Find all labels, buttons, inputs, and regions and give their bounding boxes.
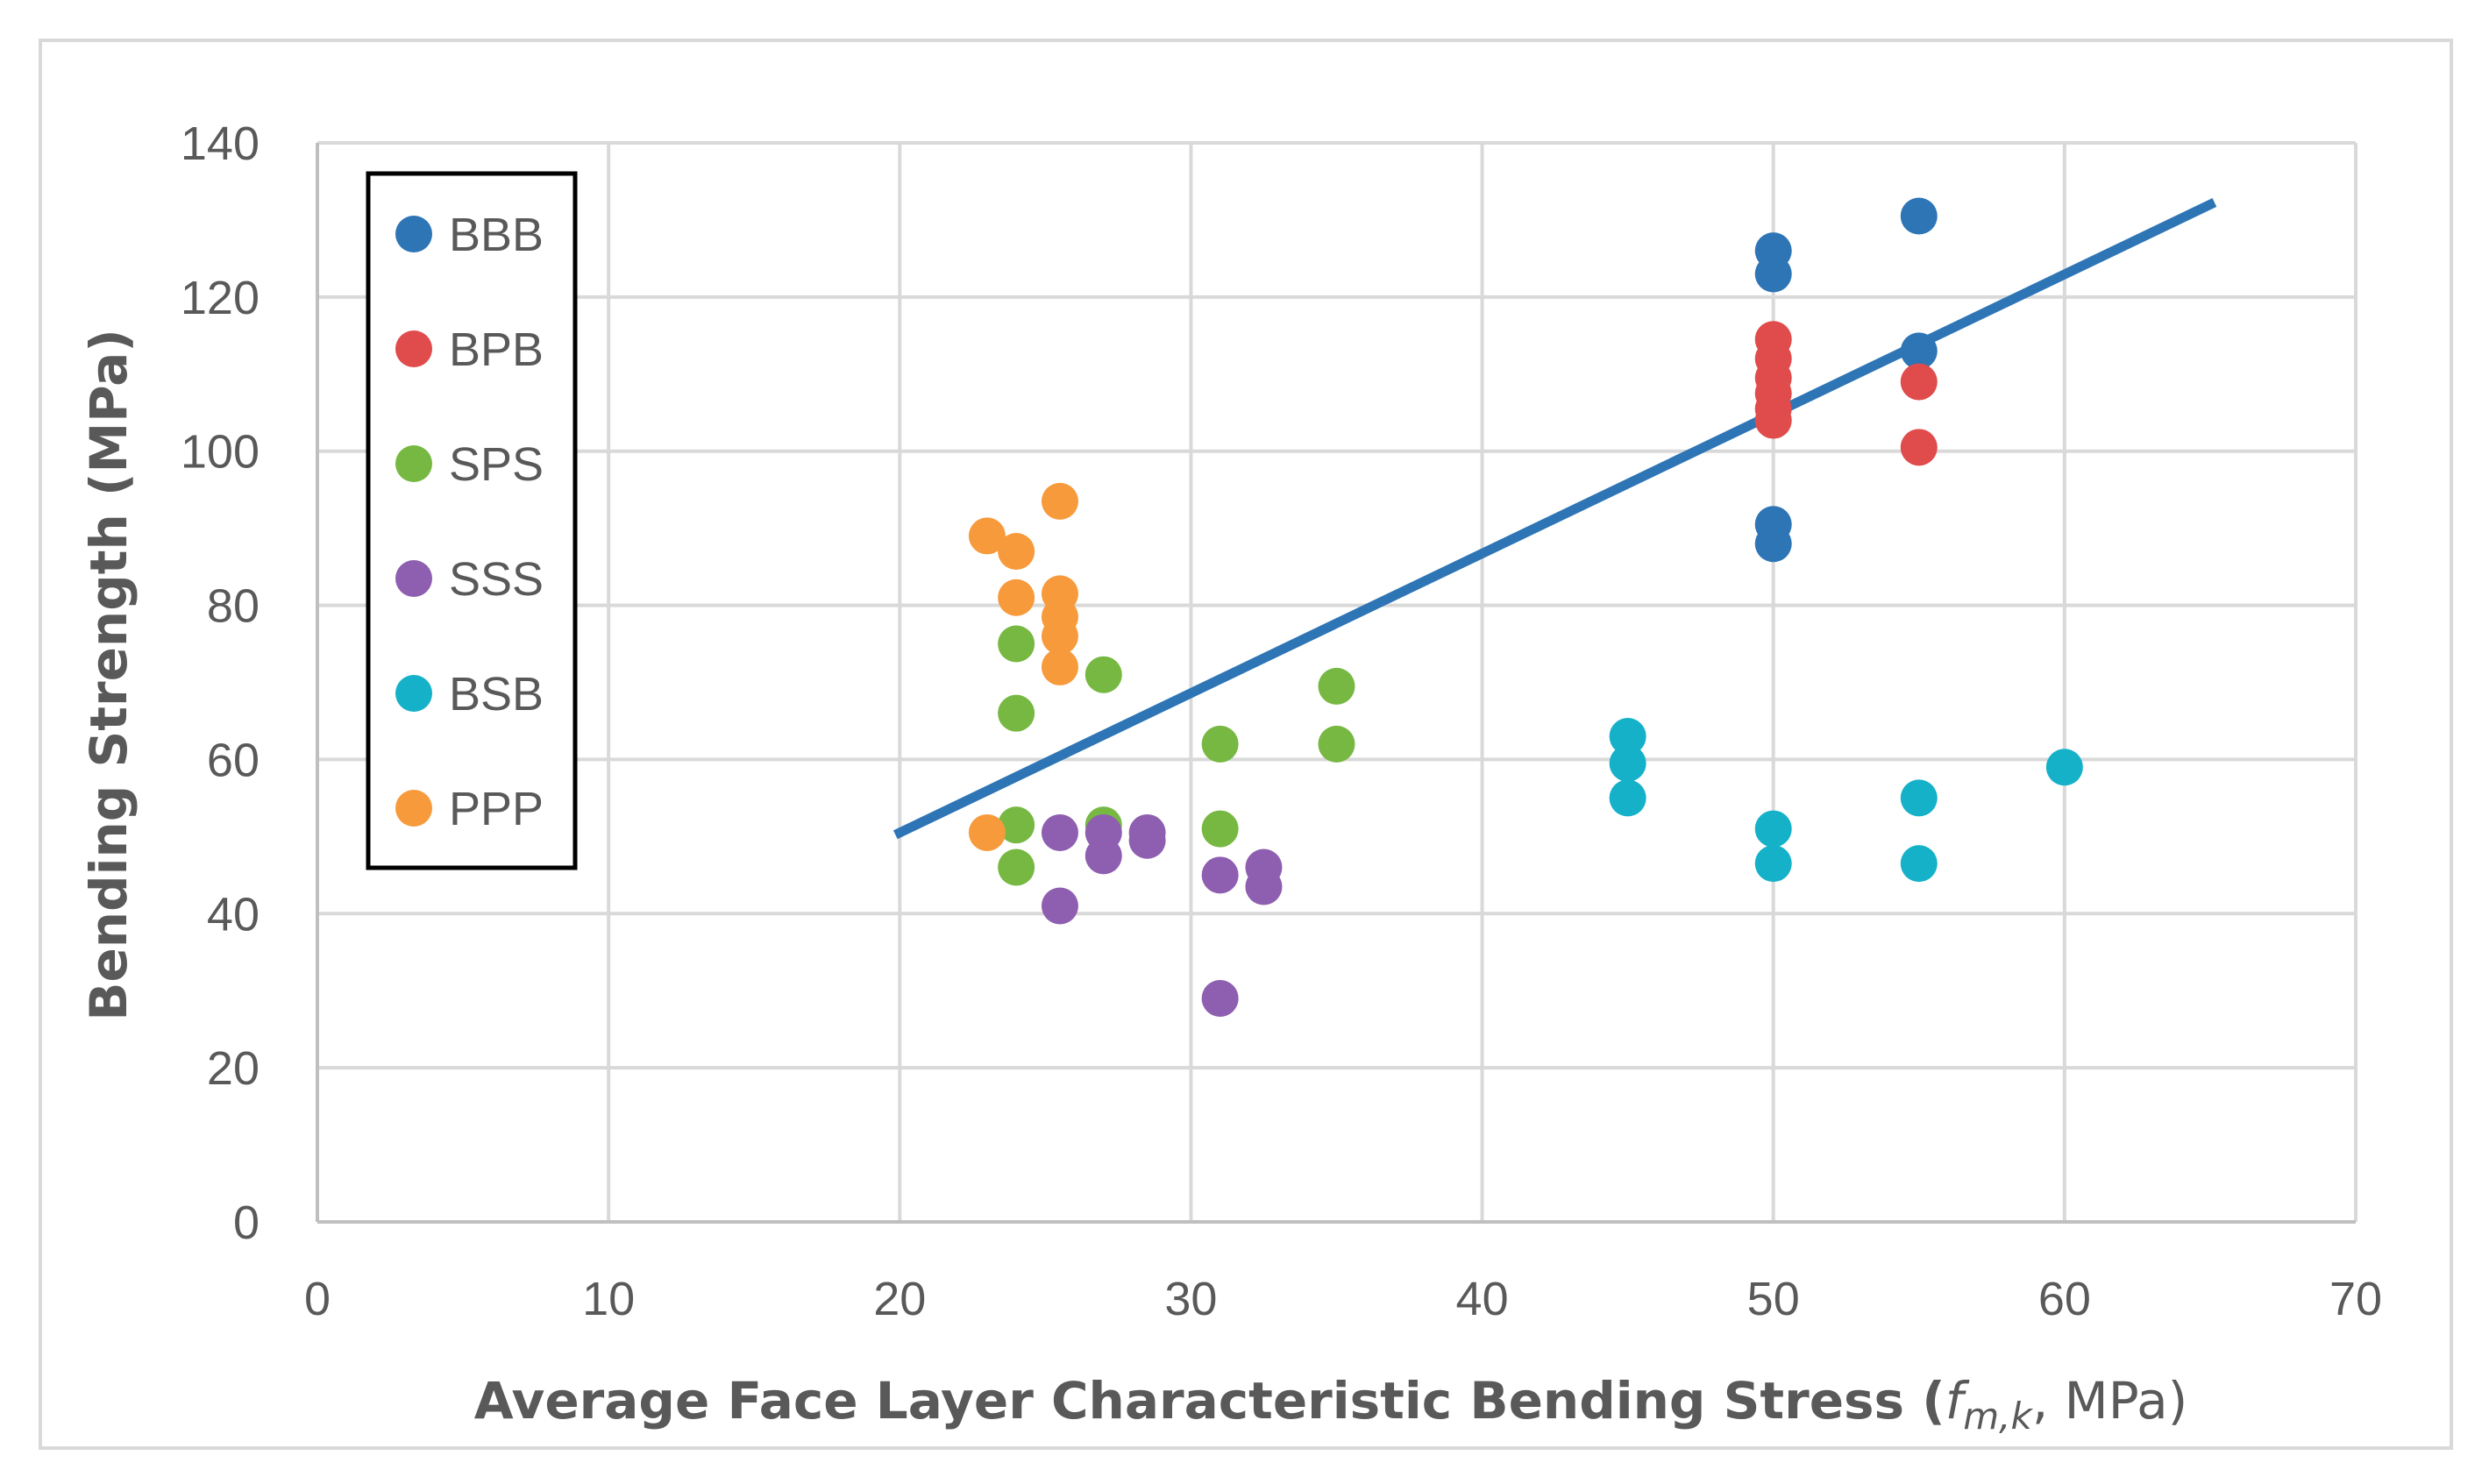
data-point-ppp bbox=[968, 813, 1006, 851]
legend-label-bsb: BSB bbox=[449, 668, 544, 721]
legend-marker-bsb bbox=[395, 675, 432, 712]
x-axis-title-main: Average Face Layer Characteristic Bendin… bbox=[474, 1371, 1945, 1431]
series-bsb bbox=[1609, 718, 2083, 883]
legend-label-sss: SSS bbox=[449, 553, 544, 606]
data-point-ppp bbox=[1041, 617, 1078, 655]
y-tick-label: 140 bbox=[181, 117, 260, 170]
x-tick-label: 40 bbox=[1456, 1273, 1509, 1325]
x-tick-label: 20 bbox=[873, 1273, 926, 1325]
data-point-bbb bbox=[1900, 197, 1938, 235]
data-point-bsb bbox=[2045, 749, 2083, 786]
data-point-sps bbox=[998, 625, 1035, 663]
legend-box bbox=[366, 171, 578, 870]
x-tick-label: 50 bbox=[1747, 1273, 1800, 1325]
y-tick-label: 100 bbox=[181, 426, 260, 479]
data-point-sss bbox=[1128, 821, 1166, 859]
trendline bbox=[892, 198, 2217, 840]
data-point-bsb bbox=[1754, 810, 1792, 848]
y-tick-labels: 0 20 40 60 80 100 120 140 bbox=[181, 117, 260, 1249]
legend-label-sps: SPS bbox=[449, 438, 544, 491]
data-point-bbb bbox=[1754, 255, 1792, 293]
x-axis-title-suffix: , MPa) bbox=[2032, 1371, 2187, 1431]
series-ppp bbox=[968, 482, 1078, 851]
x-tick-label: 70 bbox=[2329, 1273, 2382, 1325]
y-tick-label: 80 bbox=[207, 580, 260, 633]
data-point-sps bbox=[1318, 725, 1355, 763]
data-point-ppp bbox=[968, 517, 1006, 555]
data-point-sss bbox=[1201, 856, 1239, 894]
data-point-ppp bbox=[998, 579, 1035, 616]
data-point-sps bbox=[1318, 667, 1355, 705]
series-bbb bbox=[1754, 197, 1938, 563]
data-point-bpb bbox=[1754, 401, 1792, 439]
data-point-sss bbox=[1041, 813, 1078, 851]
y-axis-title: Bending Strength (MPa) bbox=[79, 329, 139, 1021]
data-point-ppp bbox=[1041, 482, 1078, 520]
legend-label-bbb: BBB bbox=[449, 209, 544, 261]
y-tick-label: 120 bbox=[181, 272, 260, 324]
data-point-sps bbox=[1201, 725, 1239, 763]
data-point-ppp bbox=[998, 533, 1035, 571]
legend-marker-bpb bbox=[395, 330, 432, 367]
y-tick-label: 20 bbox=[207, 1042, 260, 1095]
data-point-bsb bbox=[1609, 779, 1646, 817]
legend-marker-sps bbox=[395, 445, 432, 482]
series-bpb bbox=[1754, 321, 1938, 466]
data-points bbox=[968, 197, 2083, 1018]
data-point-bsb bbox=[1609, 744, 1646, 782]
legend-marker-ppp bbox=[395, 790, 432, 827]
data-point-bpb bbox=[1900, 363, 1938, 401]
y-tick-label: 40 bbox=[207, 888, 260, 941]
series-sps bbox=[998, 625, 1355, 886]
x-tick-label: 60 bbox=[2038, 1273, 2091, 1325]
data-point-sss bbox=[1084, 837, 1122, 875]
data-point-bbb bbox=[1754, 525, 1792, 563]
data-point-sps bbox=[998, 849, 1035, 886]
data-point-bbb bbox=[1900, 332, 1938, 370]
data-point-sps bbox=[1201, 810, 1239, 848]
data-point-bpb bbox=[1900, 429, 1938, 466]
trendline-layer bbox=[892, 198, 2217, 840]
legend: BBB BPB SPS SSS BSB PPP bbox=[366, 171, 578, 870]
y-tick-label: 60 bbox=[207, 734, 260, 786]
legend-items: BBB BPB SPS SSS BSB PPP bbox=[395, 209, 544, 835]
legend-label-bpb: BPB bbox=[449, 323, 544, 376]
data-point-sss bbox=[1041, 887, 1078, 925]
legend-marker-sss bbox=[395, 560, 432, 597]
legend-marker-bbb bbox=[395, 216, 432, 252]
x-axis-title: Average Face Layer Characteristic Bendin… bbox=[474, 1371, 2188, 1438]
data-point-bsb bbox=[1900, 845, 1938, 883]
data-point-sss bbox=[1201, 980, 1239, 1018]
axes bbox=[316, 143, 2356, 1224]
y-tick-label: 0 bbox=[233, 1196, 260, 1249]
x-axis-title-subscript: m,k bbox=[1963, 1395, 2033, 1438]
data-point-sps bbox=[998, 694, 1035, 732]
x-tick-labels: 0 10 20 30 40 50 60 70 bbox=[304, 1273, 2382, 1325]
x-tick-label: 10 bbox=[582, 1273, 635, 1325]
data-point-bsb bbox=[1900, 779, 1938, 817]
data-point-sps bbox=[998, 806, 1035, 844]
data-point-ppp bbox=[1041, 648, 1078, 685]
series-sss bbox=[1041, 813, 1283, 1018]
data-point-bsb bbox=[1609, 718, 1646, 756]
legend-label-ppp: PPP bbox=[449, 783, 544, 835]
data-point-bsb bbox=[1754, 845, 1792, 883]
data-point-sps bbox=[1084, 656, 1122, 693]
x-tick-label: 0 bbox=[304, 1273, 331, 1325]
data-point-sss bbox=[1245, 868, 1283, 905]
x-tick-label: 30 bbox=[1164, 1273, 1217, 1325]
